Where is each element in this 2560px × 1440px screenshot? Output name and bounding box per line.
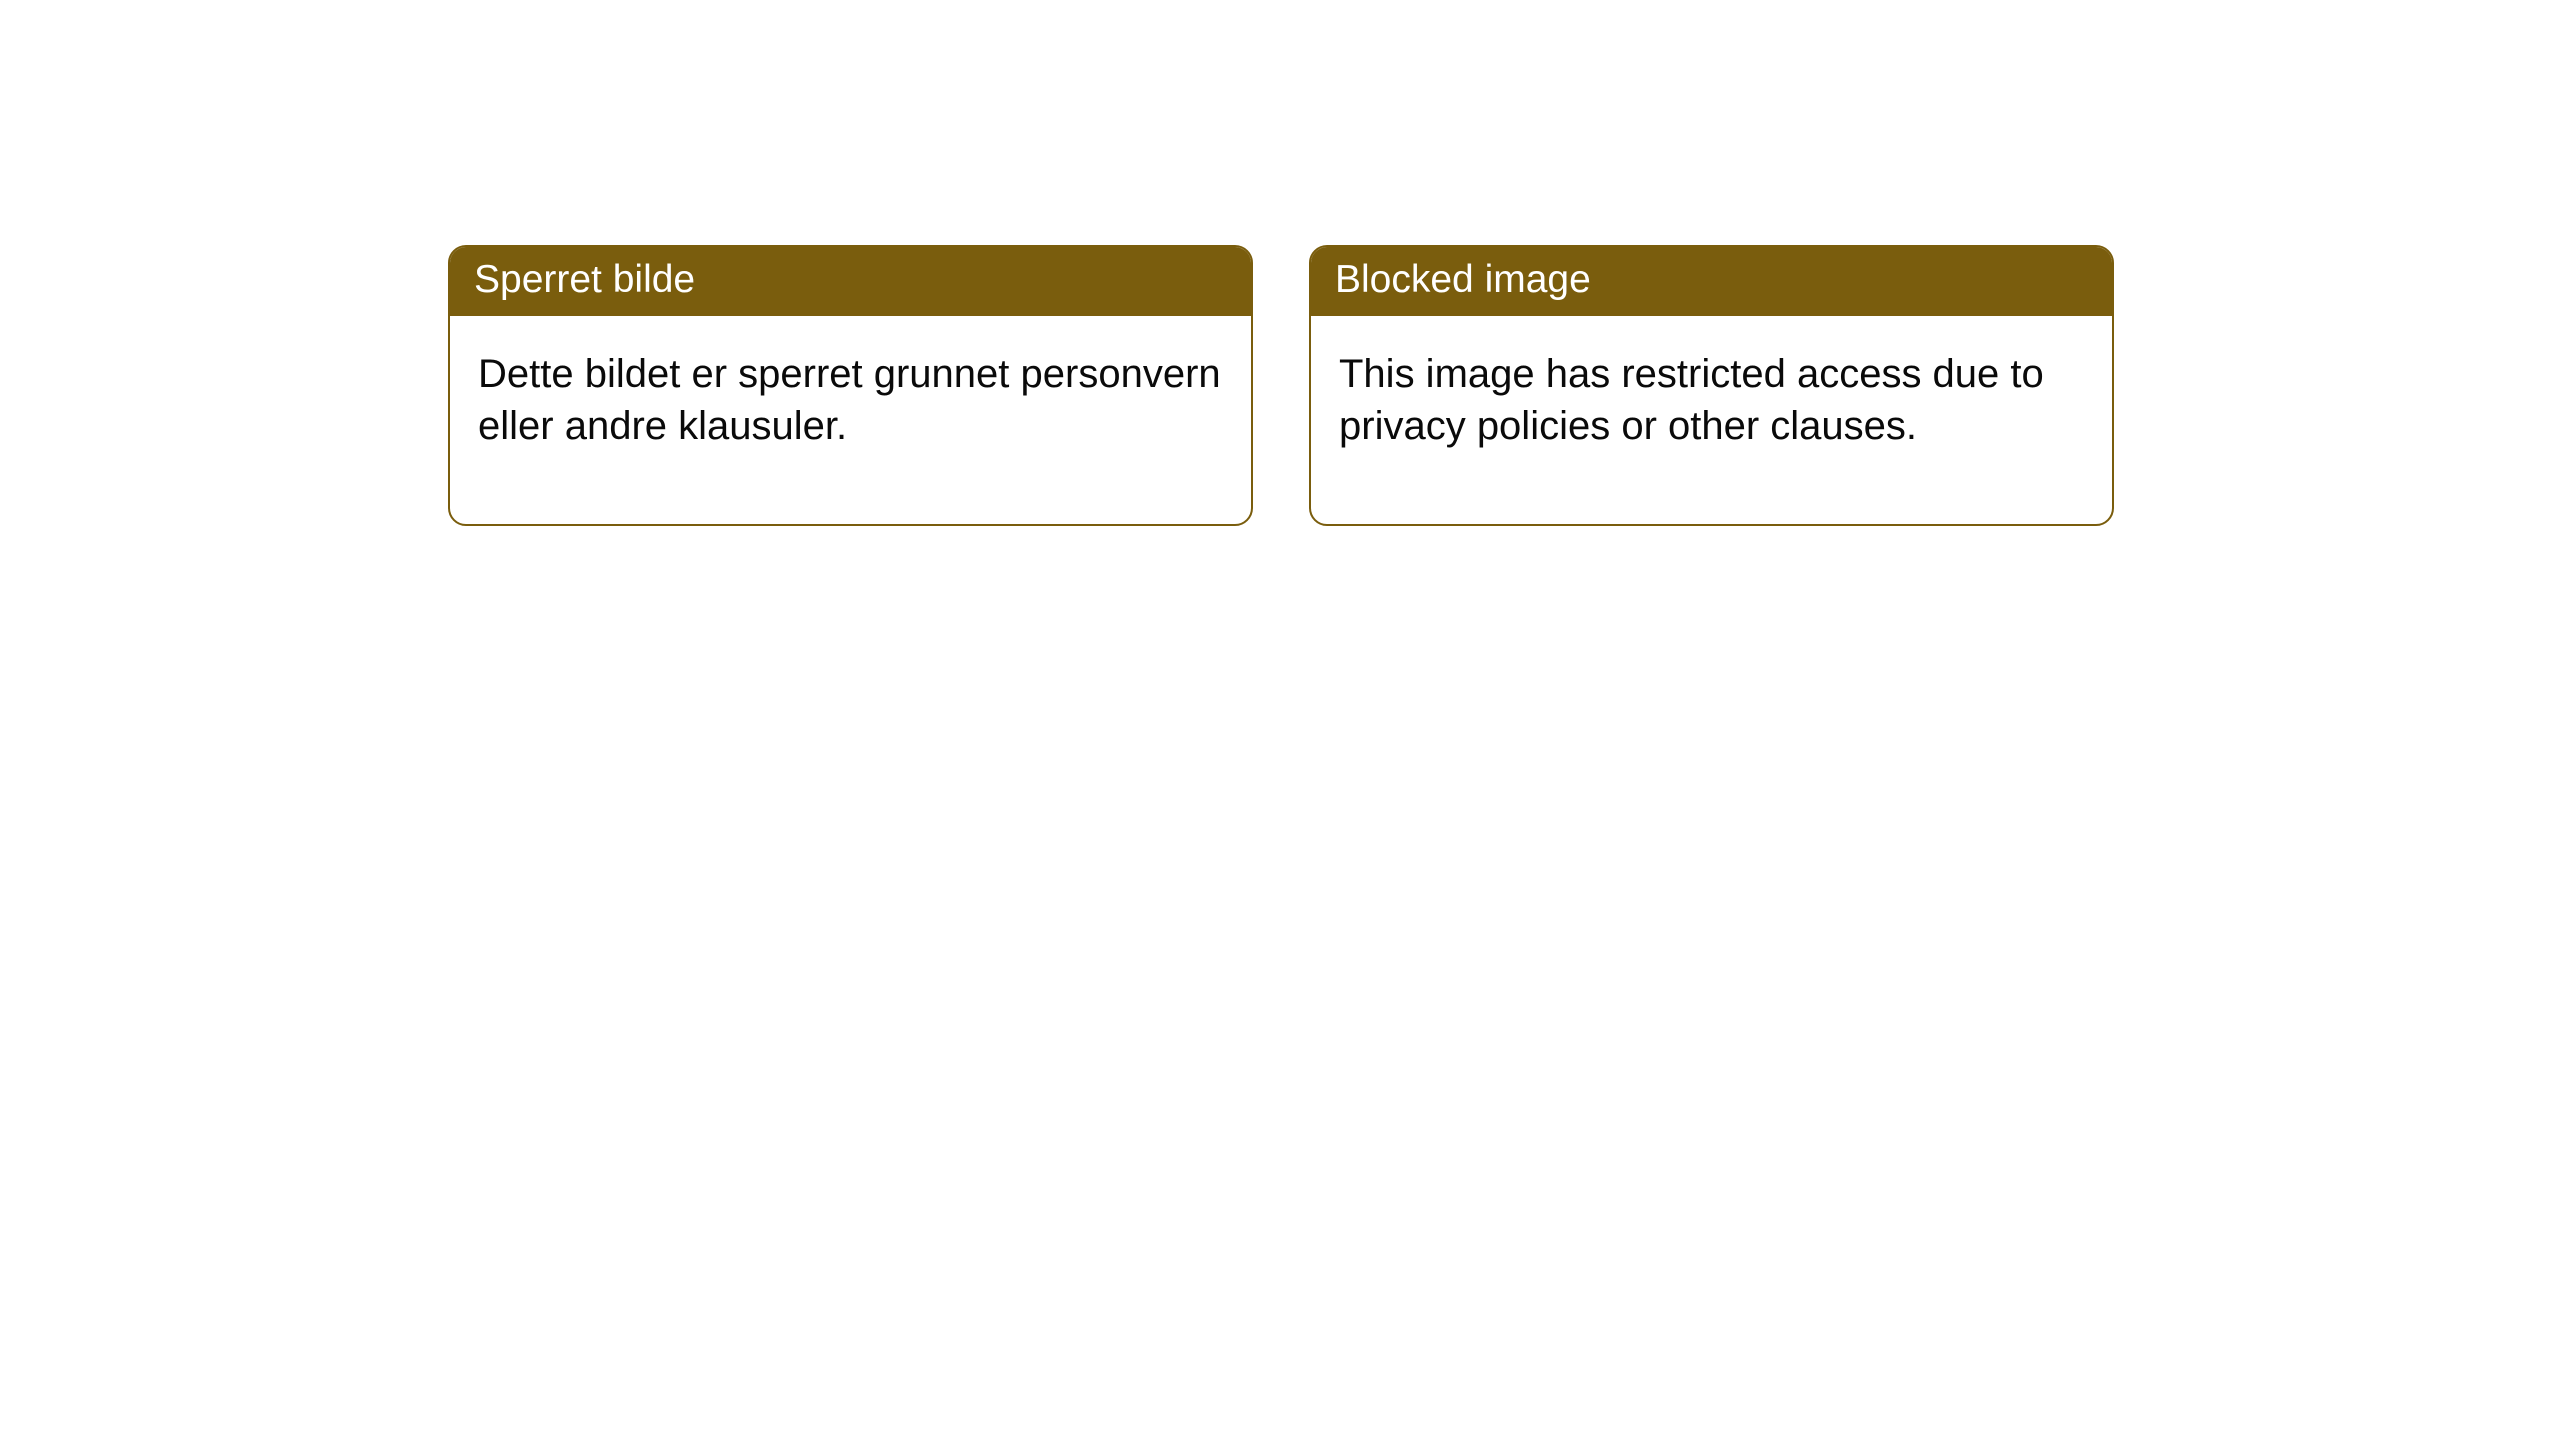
notice-container: Sperret bilde Dette bildet er sperret gr… bbox=[0, 0, 2560, 526]
notice-header: Blocked image bbox=[1311, 247, 2112, 316]
notice-body: This image has restricted access due to … bbox=[1311, 316, 2112, 524]
notice-card-english: Blocked image This image has restricted … bbox=[1309, 245, 2114, 526]
notice-header: Sperret bilde bbox=[450, 247, 1251, 316]
notice-card-norwegian: Sperret bilde Dette bildet er sperret gr… bbox=[448, 245, 1253, 526]
notice-body: Dette bildet er sperret grunnet personve… bbox=[450, 316, 1251, 524]
